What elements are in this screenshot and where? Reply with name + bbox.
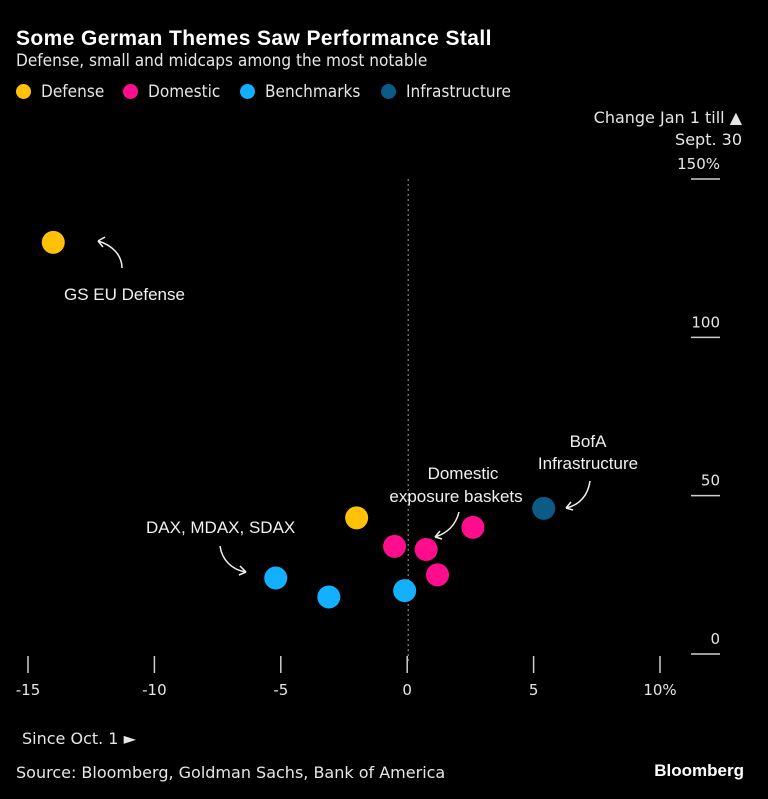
point-domestic: [426, 563, 450, 587]
point-defense: [345, 506, 369, 530]
legend-item-defense: Defense: [16, 82, 109, 101]
legend-swatch-benchmarks: [239, 84, 255, 99]
annotation-domestic-line2: exposure baskets: [389, 487, 522, 506]
annotation-arrow-infrastructure: [565, 480, 591, 509]
annotation-infra-line2: Infrastructure: [538, 454, 638, 473]
arrowhead-icon: [434, 530, 443, 540]
legend-item-infrastructure: Infrastructure: [381, 82, 519, 101]
point-benchmarks: [264, 566, 288, 590]
legend-label: Defense: [41, 82, 105, 101]
annotation-arrow-benchmarks: [219, 545, 247, 573]
annotation-arrow-domestic: [434, 511, 460, 538]
legend-label: Infrastructure: [406, 82, 512, 101]
y-axis-title-line1: Change Jan 1 till ▲: [593, 108, 742, 127]
source-note: Source: Bloomberg, Goldman Sachs, Bank o…: [16, 763, 446, 782]
legend-label: Domestic: [148, 82, 221, 101]
y-tick-label: 0: [710, 630, 720, 648]
annotation-benchmarks: DAX, MDAX, SDAX: [146, 518, 295, 537]
x-tick-label: 0: [402, 681, 412, 699]
x-tick-label: -10: [142, 681, 167, 699]
point-benchmarks: [393, 579, 417, 603]
legend-swatch-infrastructure: [381, 84, 397, 99]
y-tick-label: 100: [691, 313, 720, 331]
x-tick-label: 5: [529, 681, 539, 699]
point-domestic: [414, 538, 438, 561]
point-domestic: [383, 534, 407, 558]
chart-title: Some German Themes Saw Performance Stall: [16, 27, 492, 50]
annotation-gs-eu-defense: GS EU Defense: [64, 285, 185, 304]
bloomberg-logo: Bloomberg: [654, 761, 744, 780]
legend-item-benchmarks: Benchmarks: [239, 82, 368, 101]
arrowhead-icon: [565, 501, 574, 511]
annotation-infra-line1: BofA: [570, 432, 608, 451]
x-tick-label: 10%: [643, 681, 676, 699]
legend: Defense Domestic Benchmarks Infrastructu…: [16, 82, 533, 101]
legend-label: Benchmarks: [264, 82, 361, 101]
point-domestic: [461, 515, 485, 539]
annotation-arrow-defense: [97, 240, 123, 269]
point-defense: [41, 230, 65, 254]
y-axis-title-line2: Sept. 30: [675, 130, 742, 149]
legend-item-domestic: Domestic: [123, 82, 226, 101]
point-infrastructure: [532, 496, 556, 520]
y-tick-label: 150%: [677, 155, 720, 173]
legend-swatch-domestic: [123, 84, 139, 99]
point-benchmarks: [317, 585, 341, 609]
arrowhead-icon: [97, 236, 106, 248]
x-tick-label: -15: [16, 681, 41, 699]
annotation-domestic-line1: Domestic: [428, 464, 499, 483]
y-axis-title: Change Jan 1 till ▲ Sept. 30: [594, 107, 742, 151]
chart-subtitle: Defense, small and midcaps among the mos…: [16, 51, 428, 70]
x-tick-label: -5: [273, 681, 288, 699]
arrowhead-icon: [238, 565, 247, 576]
x-axis-note: Since Oct. 1 ►: [22, 729, 136, 748]
y-tick-label: 50: [701, 472, 720, 490]
legend-swatch-defense: [16, 84, 31, 99]
